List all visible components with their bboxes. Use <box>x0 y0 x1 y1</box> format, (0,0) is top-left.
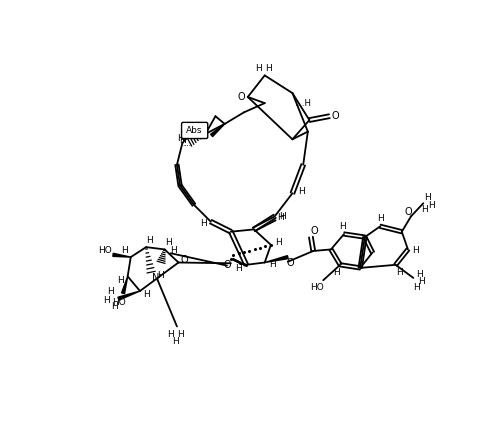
Text: H: H <box>278 213 284 222</box>
Text: O: O <box>311 226 319 236</box>
Text: N: N <box>152 273 159 283</box>
Polygon shape <box>122 276 127 294</box>
Text: ....: .... <box>182 141 192 147</box>
Text: H: H <box>428 201 434 210</box>
Text: H: H <box>413 283 420 291</box>
Text: H: H <box>298 187 305 196</box>
Text: H: H <box>179 136 186 145</box>
Text: H: H <box>421 205 428 214</box>
Text: H: H <box>170 247 177 255</box>
Text: O: O <box>181 255 188 265</box>
Text: H: H <box>147 236 153 244</box>
Text: O: O <box>332 111 339 121</box>
Text: H: H <box>118 276 124 285</box>
Text: H: H <box>165 238 172 247</box>
Text: H: H <box>412 247 419 255</box>
FancyBboxPatch shape <box>182 122 208 139</box>
Text: HO: HO <box>98 247 112 255</box>
Text: HO: HO <box>310 283 324 292</box>
Text: H: H <box>279 212 286 221</box>
Text: H: H <box>377 214 384 223</box>
Text: H: H <box>275 238 282 247</box>
Text: H: H <box>144 290 150 299</box>
Text: O: O <box>287 258 294 268</box>
Text: H: H <box>339 222 346 231</box>
Text: H: H <box>177 330 184 339</box>
Text: H: H <box>424 192 431 202</box>
Text: H: H <box>121 246 128 255</box>
Text: H: H <box>158 271 164 280</box>
Text: H: H <box>417 277 424 286</box>
Text: ....H: ....H <box>294 99 311 107</box>
Text: H: H <box>107 286 114 296</box>
Text: H: H <box>111 302 118 311</box>
Text: O: O <box>224 260 232 270</box>
Text: H: H <box>177 134 184 143</box>
Polygon shape <box>113 253 131 257</box>
Text: H: H <box>167 330 174 339</box>
Text: H: H <box>396 268 403 277</box>
Polygon shape <box>265 255 288 263</box>
Text: H: H <box>255 64 262 73</box>
Text: H: H <box>104 296 110 305</box>
Text: H: H <box>416 269 423 279</box>
Text: Abs: Abs <box>186 126 203 135</box>
Text: H: H <box>269 260 276 269</box>
Text: H: H <box>265 64 272 73</box>
Text: H: H <box>172 337 179 346</box>
Polygon shape <box>210 124 225 137</box>
Text: H: H <box>333 268 340 277</box>
Text: O: O <box>405 207 412 217</box>
Text: H: H <box>235 264 242 273</box>
Polygon shape <box>118 291 140 300</box>
Text: O: O <box>238 92 246 102</box>
Text: H: H <box>200 219 206 228</box>
Text: HO: HO <box>112 298 126 307</box>
